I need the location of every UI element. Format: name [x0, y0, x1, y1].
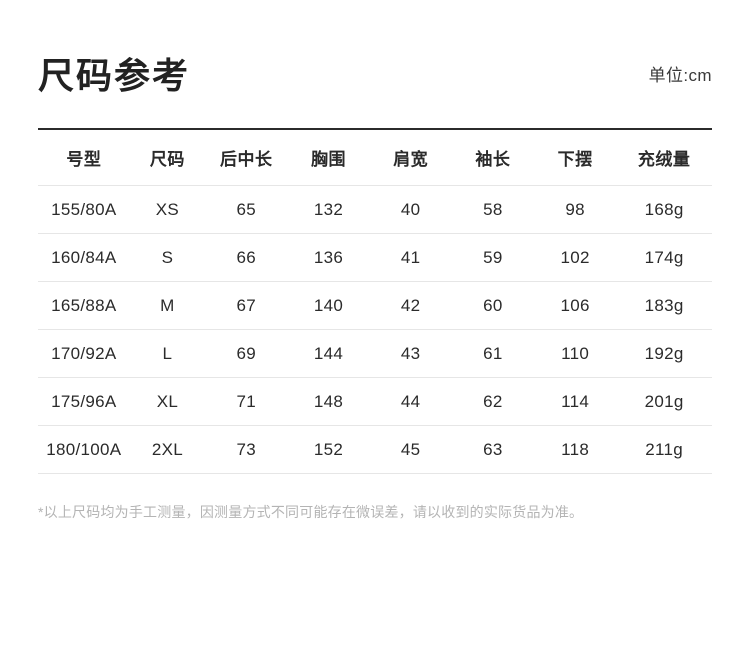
table-body: 155/80A XS 65 132 40 58 98 168g 160/84A … — [38, 185, 712, 474]
cell-down-fill: 211g — [616, 425, 712, 474]
cell-size-designation: 175/96A — [38, 377, 130, 426]
column-header-size-designation: 号型 — [38, 129, 130, 186]
table-row: 180/100A 2XL 73 152 45 63 118 211g — [38, 425, 712, 474]
cell-hem: 102 — [534, 233, 617, 282]
column-header-shoulder-width: 肩宽 — [369, 129, 452, 186]
cell-hem: 110 — [534, 329, 617, 378]
table-header-row: 号型 尺码 后中长 胸围 肩宽 袖长 下摆 充绒量 — [38, 129, 712, 186]
cell-chest: 132 — [287, 185, 370, 234]
cell-size-designation: 165/88A — [38, 281, 130, 330]
cell-shoulder-width: 43 — [369, 329, 452, 378]
cell-down-fill: 168g — [616, 185, 712, 234]
cell-shoulder-width: 40 — [369, 185, 452, 234]
cell-sleeve-length: 60 — [451, 281, 535, 330]
cell-back-center-length: 67 — [205, 281, 288, 330]
unit-label: 单位:cm — [648, 66, 712, 85]
cell-size: S — [129, 233, 206, 282]
page-header: 尺码参考 单位:cm — [38, 0, 712, 128]
table-row: 170/92A L 69 144 43 61 110 192g — [38, 329, 712, 378]
cell-down-fill: 192g — [616, 329, 712, 378]
cell-shoulder-width: 44 — [369, 377, 452, 426]
table-row: 175/96A XL 71 148 44 62 114 201g — [38, 377, 712, 426]
table-header: 号型 尺码 后中长 胸围 肩宽 袖长 下摆 充绒量 — [38, 129, 712, 186]
cell-chest: 144 — [287, 329, 370, 378]
cell-size: XS — [129, 185, 206, 234]
cell-down-fill: 183g — [616, 281, 712, 330]
cell-hem: 98 — [534, 185, 617, 234]
cell-chest: 136 — [287, 233, 370, 282]
column-header-hem: 下摆 — [534, 129, 617, 186]
table-row: 160/84A S 66 136 41 59 102 174g — [38, 233, 712, 282]
table-row: 165/88A M 67 140 42 60 106 183g — [38, 281, 712, 330]
column-header-size: 尺码 — [129, 129, 206, 186]
cell-sleeve-length: 62 — [451, 377, 535, 426]
cell-hem: 118 — [534, 425, 617, 474]
size-table: 号型 尺码 后中长 胸围 肩宽 袖长 下摆 充绒量 155/80A XS 65 … — [38, 128, 712, 474]
cell-back-center-length: 66 — [205, 233, 288, 282]
cell-size: XL — [129, 377, 206, 426]
cell-size: 2XL — [129, 425, 206, 474]
cell-size-designation: 170/92A — [38, 329, 130, 378]
measurement-disclaimer: *以上尺码均为手工测量，因测量方式不同可能存在微误差，请以收到的实际货品为准。 — [38, 504, 584, 520]
cell-shoulder-width: 42 — [369, 281, 452, 330]
cell-shoulder-width: 45 — [369, 425, 452, 474]
cell-hem: 106 — [534, 281, 617, 330]
cell-size: L — [129, 329, 206, 378]
cell-back-center-length: 69 — [205, 329, 288, 378]
cell-size-designation: 155/80A — [38, 185, 130, 234]
column-header-down-fill: 充绒量 — [616, 129, 712, 186]
cell-chest: 152 — [287, 425, 370, 474]
cell-back-center-length: 65 — [205, 185, 288, 234]
cell-chest: 148 — [287, 377, 370, 426]
cell-sleeve-length: 58 — [451, 185, 535, 234]
column-header-back-center-length: 后中长 — [205, 129, 288, 186]
cell-sleeve-length: 61 — [451, 329, 535, 378]
cell-shoulder-width: 41 — [369, 233, 452, 282]
cell-back-center-length: 73 — [205, 425, 288, 474]
cell-back-center-length: 71 — [205, 377, 288, 426]
cell-sleeve-length: 63 — [451, 425, 535, 474]
cell-hem: 114 — [534, 377, 617, 426]
cell-sleeve-length: 59 — [451, 233, 535, 282]
cell-size: M — [129, 281, 206, 330]
page-title: 尺码参考 — [38, 55, 191, 96]
column-header-sleeve-length: 袖长 — [451, 129, 535, 186]
cell-down-fill: 174g — [616, 233, 712, 282]
cell-chest: 140 — [287, 281, 370, 330]
cell-down-fill: 201g — [616, 377, 712, 426]
cell-size-designation: 180/100A — [38, 425, 130, 474]
cell-size-designation: 160/84A — [38, 233, 130, 282]
table-row: 155/80A XS 65 132 40 58 98 168g — [38, 185, 712, 234]
column-header-chest: 胸围 — [287, 129, 370, 186]
